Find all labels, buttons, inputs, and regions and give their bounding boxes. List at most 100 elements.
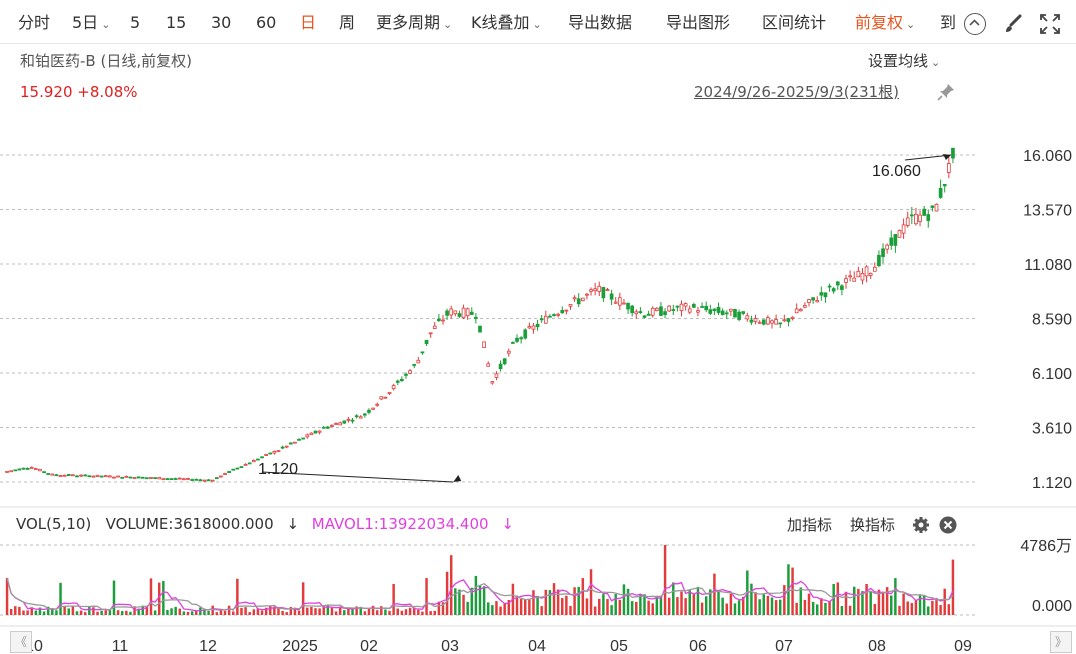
- volume-bar: [935, 598, 938, 615]
- tab-5min[interactable]: 5: [130, 13, 141, 32]
- tab-daily[interactable]: 日: [300, 13, 317, 32]
- tab-weekly[interactable]: 周: [339, 13, 356, 32]
- volume-bar: [343, 610, 346, 615]
- volume-bar: [741, 596, 745, 615]
- volume-bar: [803, 599, 807, 615]
- volume-bar: [330, 607, 334, 615]
- volume-bar: [34, 610, 38, 615]
- candle-body: [638, 311, 643, 314]
- export-data-button[interactable]: 导出数据: [568, 13, 633, 32]
- high-arrowhead: [942, 154, 951, 160]
- more-periods-button[interactable]: 更多周期 ⌄: [376, 13, 452, 35]
- time-axis: 10 11 12 2025 02 03 04 05 06 07 08 09: [0, 625, 1076, 654]
- candle-body: [506, 350, 511, 354]
- fullscreen-icon[interactable]: [1037, 11, 1063, 37]
- chevron-down-icon: ⌄: [931, 56, 941, 69]
- mavol-value: MAVOL1:13922034.400: [311, 515, 489, 533]
- collapse-up-icon[interactable]: [964, 13, 986, 35]
- pin-icon[interactable]: [936, 82, 956, 102]
- candle-body: [914, 213, 918, 225]
- volume-bar: [83, 612, 87, 615]
- volume-bar: [774, 600, 778, 615]
- x-tick-label: 06: [689, 638, 707, 654]
- x-tick-label: 09: [954, 638, 972, 654]
- goto-button[interactable]: 到: [940, 13, 957, 32]
- range-stats-button[interactable]: 区间统计: [762, 13, 827, 32]
- candle-body: [885, 244, 889, 250]
- candle-body: [593, 288, 597, 292]
- candle-body: [145, 477, 149, 480]
- candle-body: [177, 477, 182, 480]
- kline-overlay-label: K线叠加: [471, 13, 530, 32]
- candle-body: [309, 432, 314, 436]
- volume-bar: [828, 601, 831, 615]
- change-percent: +8.08%: [77, 83, 138, 101]
- candle-body: [165, 478, 170, 480]
- volume-bar: [92, 607, 95, 615]
- volume-bar: [544, 589, 548, 615]
- gear-icon[interactable]: [912, 516, 930, 534]
- candle-body: [416, 359, 421, 364]
- tab-30min[interactable]: 30: [211, 13, 232, 32]
- ma-settings-button[interactable]: 设置均线 ⌄: [868, 52, 940, 72]
- candle-body: [679, 303, 684, 312]
- scroll-right-button[interactable]: 》: [1050, 631, 1072, 653]
- candle-body: [169, 478, 174, 480]
- volume-bar: [729, 593, 733, 615]
- date-range[interactable]: 2024/9/26-2025/9/3(231根): [694, 83, 900, 101]
- candle-body: [79, 474, 83, 477]
- candle-body: [445, 310, 449, 316]
- candle-body: [190, 479, 194, 481]
- tab-5day[interactable]: 5日 ⌄: [72, 13, 110, 35]
- volume-bar: [75, 611, 79, 615]
- volume-bar: [359, 606, 362, 615]
- close-icon[interactable]: [939, 516, 957, 534]
- volume-bar: [129, 611, 132, 615]
- volume-bar: [610, 605, 613, 615]
- candle-body: [231, 468, 236, 471]
- volume-bar: [367, 608, 371, 615]
- scroll-left-button[interactable]: 《: [10, 631, 32, 653]
- x-tick-label: 02: [360, 638, 378, 654]
- candle-body: [264, 454, 268, 456]
- volume-bar: [783, 585, 786, 615]
- forward-adjust-label: 前复权: [855, 13, 904, 32]
- tab-timeshare[interactable]: 分时: [18, 13, 51, 32]
- volume-bar: [116, 610, 120, 615]
- price-annotations: 16.060 1.120: [258, 154, 951, 483]
- volume-bar: [947, 604, 951, 615]
- volume-bar: [63, 606, 66, 615]
- export-graph-button[interactable]: 导出图形: [666, 13, 731, 32]
- tab-15min[interactable]: 15: [166, 13, 187, 32]
- switch-indicator-button[interactable]: 换指标: [850, 516, 896, 534]
- candle-body: [13, 469, 18, 472]
- candle-body: [346, 418, 351, 421]
- candle-body: [293, 441, 297, 444]
- volume-bar: [922, 595, 926, 615]
- volume-bar: [293, 607, 297, 615]
- volume-bar: [672, 582, 675, 615]
- kline-overlay-button[interactable]: K线叠加 ⌄: [471, 13, 542, 35]
- add-indicator-button[interactable]: 加指标: [787, 516, 833, 534]
- volume-bar: [396, 608, 399, 615]
- volume-bar: [750, 583, 753, 615]
- candle-body: [881, 248, 885, 257]
- volume-bar: [338, 606, 342, 615]
- volume-zero-label: 0.000: [1032, 598, 1072, 615]
- candle-body: [770, 320, 774, 324]
- brush-icon[interactable]: [1000, 11, 1026, 37]
- forward-adjust-button[interactable]: 前复权 ⌄: [855, 13, 915, 35]
- volume-bar: [30, 607, 33, 615]
- volume-bar: [26, 610, 29, 615]
- volume-bar: [470, 587, 474, 615]
- candle-body: [437, 318, 441, 322]
- candle-body: [687, 308, 692, 313]
- candle-body: [235, 467, 240, 470]
- candle-body: [539, 318, 544, 321]
- tab-60min[interactable]: 60: [256, 13, 277, 32]
- volume-bar: [528, 599, 531, 615]
- volume-bar: [281, 610, 284, 615]
- volume-bar: [232, 611, 235, 615]
- candle-body: [494, 373, 499, 378]
